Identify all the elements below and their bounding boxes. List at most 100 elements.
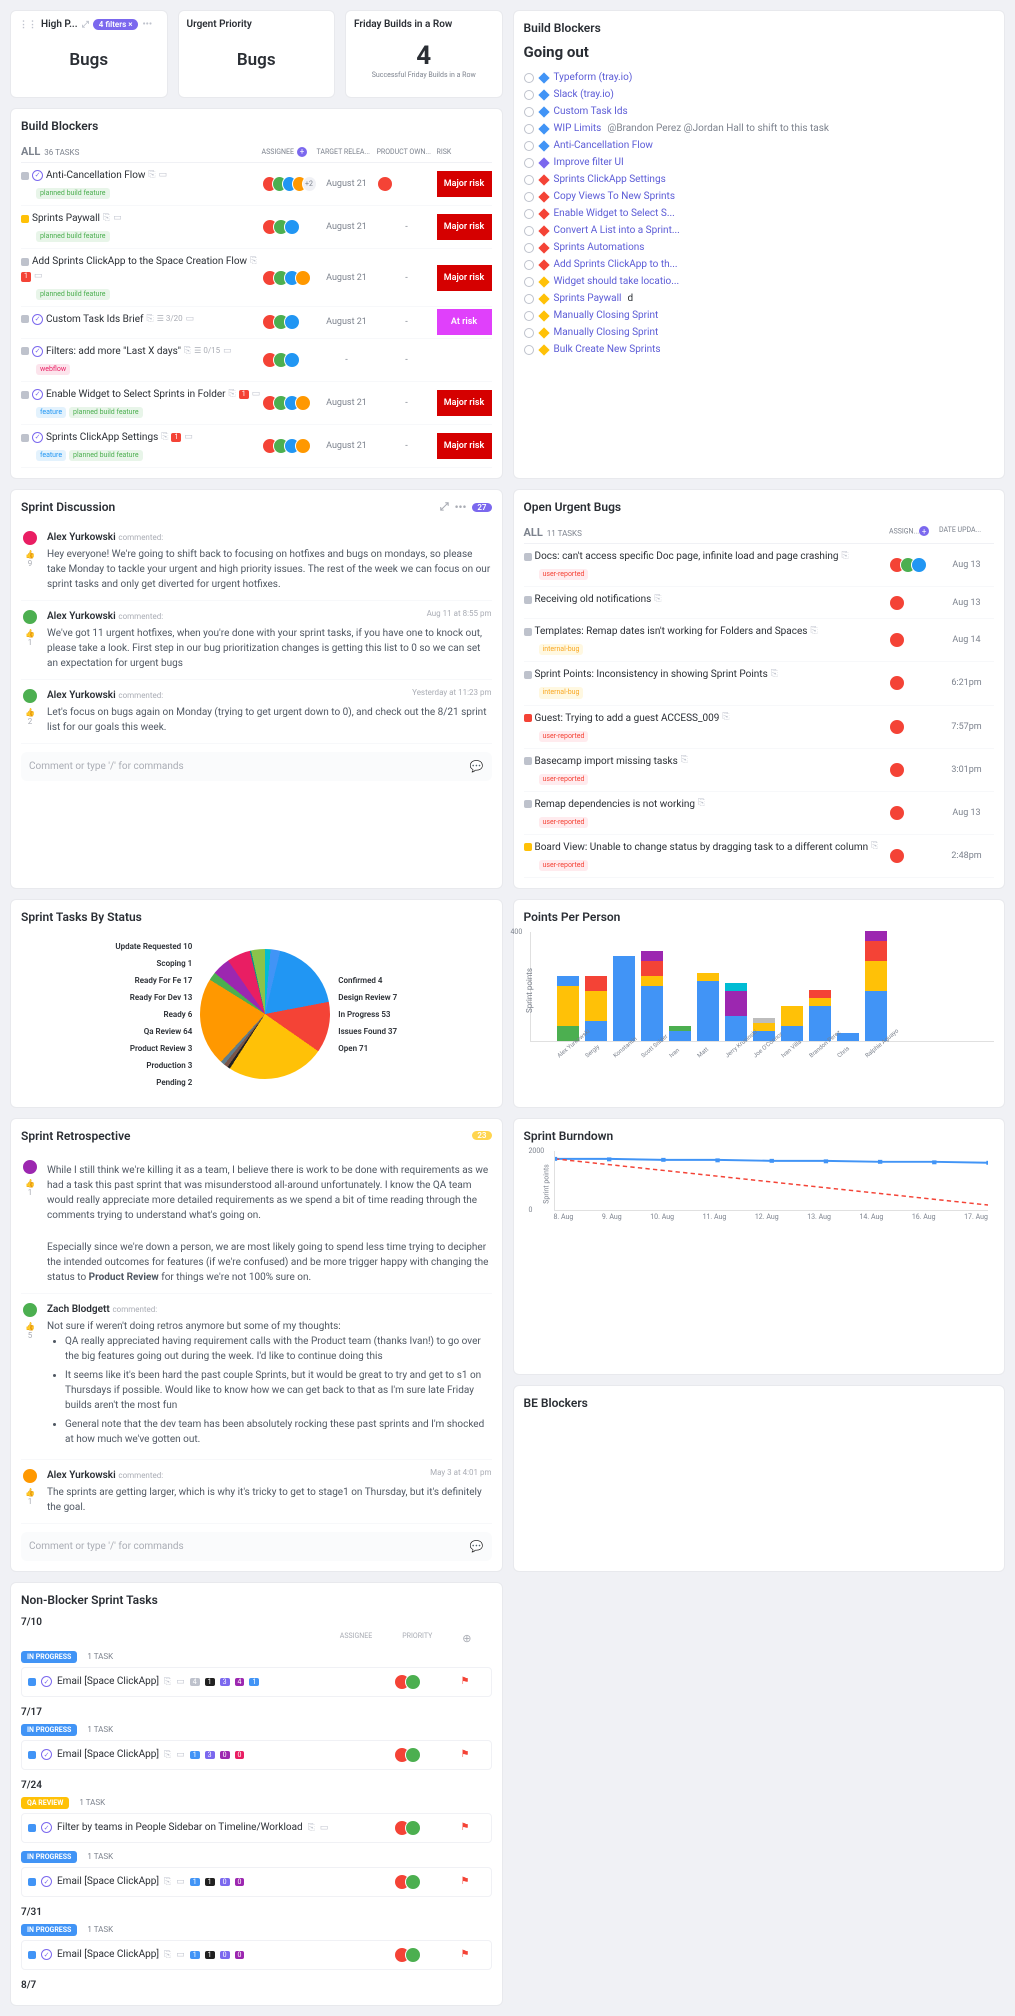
- avatar[interactable]: [889, 719, 905, 735]
- checklist-item[interactable]: Anti-Cancellation Flow: [524, 137, 995, 154]
- status-icon[interactable]: [28, 1878, 36, 1886]
- link-icon[interactable]: ⎘: [148, 170, 155, 182]
- checklist-item[interactable]: Typeform (tray.io): [524, 69, 995, 86]
- checklist-item[interactable]: Custom Task Ids: [524, 103, 995, 120]
- status-icon[interactable]: [524, 596, 532, 604]
- bar-column[interactable]: [865, 931, 887, 1041]
- avatar[interactable]: [284, 219, 300, 235]
- item-text[interactable]: Manually Closing Sprint: [554, 327, 659, 338]
- check-icon[interactable]: ✓: [32, 314, 43, 325]
- check-icon[interactable]: ✓: [41, 1949, 52, 1960]
- priority-flag-icon[interactable]: ⚑: [461, 1949, 470, 1960]
- task-row[interactable]: ✓Enable Widget to Select Sprints in Fold…: [21, 382, 492, 425]
- sprint-task-row[interactable]: ✓ Filter by teams in People Sidebar on T…: [21, 1813, 492, 1843]
- avatar[interactable]: [295, 438, 311, 454]
- widget-high-priority[interactable]: ⋮⋮ High P... ⤢ 4 filters × ••• Bugs: [10, 10, 168, 98]
- expand-icon[interactable]: ⤢: [82, 20, 89, 30]
- assignees-cell[interactable]: [889, 675, 939, 691]
- link-icon[interactable]: ⎘: [842, 551, 849, 563]
- link-icon[interactable]: ⎘: [229, 389, 236, 401]
- avatar[interactable]: [22, 609, 38, 625]
- comment-author[interactable]: Alex Yurkowski: [47, 532, 116, 543]
- assignees-cell[interactable]: [889, 762, 939, 778]
- avatar-more[interactable]: +2: [302, 176, 317, 192]
- avatar[interactable]: [405, 1947, 421, 1963]
- item-text[interactable]: Enable Widget to Select S...: [554, 208, 675, 219]
- assignees-cell[interactable]: [262, 219, 317, 235]
- avatar[interactable]: [405, 1874, 421, 1890]
- checklist-item[interactable]: Enable Widget to Select S...: [524, 205, 995, 222]
- avatar[interactable]: [22, 1159, 38, 1175]
- checklist-item[interactable]: Slack (tray.io): [524, 86, 995, 103]
- link-icon[interactable]: ⎘: [654, 594, 661, 606]
- status-icon[interactable]: [28, 1678, 36, 1686]
- priority-flag-icon[interactable]: ⚑: [461, 1676, 470, 1687]
- assignees-cell[interactable]: [262, 270, 317, 286]
- bug-row[interactable]: Board View: Unable to change status by d…: [524, 835, 995, 878]
- link-icon[interactable]: ⎘: [722, 712, 729, 724]
- like-icon[interactable]: 👍: [25, 550, 35, 559]
- link-icon[interactable]: ⎘: [147, 314, 154, 326]
- status-icon[interactable]: [28, 1824, 36, 1832]
- avatar[interactable]: [377, 176, 393, 192]
- checkbox-icon[interactable]: [524, 175, 534, 185]
- all-label[interactable]: ALL: [21, 145, 40, 158]
- status-icon[interactable]: [28, 1751, 36, 1759]
- status-icon[interactable]: [28, 1951, 36, 1959]
- status-group-header[interactable]: IN PROGRESS1 TASK: [21, 1851, 492, 1863]
- status-icon[interactable]: [21, 258, 29, 266]
- checklist-item[interactable]: Bulk Create New Sprints: [524, 341, 995, 358]
- checklist-item[interactable]: Sprints Automations: [524, 239, 995, 256]
- item-text[interactable]: Typeform (tray.io): [554, 72, 633, 83]
- item-text[interactable]: Copy Views To New Sprints: [554, 191, 675, 202]
- bar-column[interactable]: [725, 983, 747, 1041]
- comment-input[interactable]: Comment or type '/' for commands 💬: [21, 752, 492, 781]
- bar-column[interactable]: [809, 990, 831, 1041]
- status-group-header[interactable]: IN PROGRESS1 TASK: [21, 1724, 492, 1736]
- checklist-item[interactable]: Manually Closing Sprint: [524, 324, 995, 341]
- filter-chip[interactable]: 4 filters ×: [93, 19, 139, 30]
- link-icon[interactable]: ⎘: [681, 755, 688, 767]
- avatar[interactable]: [889, 675, 905, 691]
- status-icon[interactable]: [524, 714, 532, 722]
- status-group-header[interactable]: IN PROGRESS1 TASK: [21, 1651, 492, 1663]
- link-icon[interactable]: ⎘: [161, 432, 168, 444]
- status-group-header[interactable]: QA REVIEW1 TASK: [21, 1797, 492, 1809]
- status-group-header[interactable]: IN PROGRESS1 TASK: [21, 1924, 492, 1936]
- status-icon[interactable]: [21, 172, 29, 180]
- add-icon[interactable]: +: [919, 526, 929, 536]
- priority-flag-icon[interactable]: ⚑: [461, 1876, 470, 1887]
- link-icon[interactable]: ⎘: [810, 626, 817, 638]
- assignees-cell[interactable]: [889, 848, 939, 864]
- assignees-cell[interactable]: [262, 352, 317, 368]
- comment-author[interactable]: Zach Blodgett: [47, 1304, 110, 1315]
- checkbox-icon[interactable]: [524, 209, 534, 219]
- assignees-cell[interactable]: [262, 314, 317, 330]
- item-text[interactable]: Convert A List into a Sprint...: [554, 225, 680, 236]
- checkbox-icon[interactable]: [524, 124, 534, 134]
- checklist-item[interactable]: Add Sprints ClickApp to th...: [524, 256, 995, 273]
- status-icon[interactable]: [524, 553, 532, 561]
- bar-column[interactable]: [697, 973, 719, 1041]
- item-text[interactable]: Add Sprints ClickApp to th...: [554, 259, 678, 270]
- add-column-icon[interactable]: ⊕: [462, 1632, 471, 1645]
- avatar[interactable]: [405, 1674, 421, 1690]
- bar-column[interactable]: [641, 951, 663, 1041]
- avatar[interactable]: [889, 805, 905, 821]
- check-icon[interactable]: ✓: [32, 389, 43, 400]
- all-label[interactable]: ALL: [524, 526, 543, 539]
- status-icon[interactable]: [524, 800, 532, 808]
- avatar[interactable]: [889, 595, 905, 611]
- checkbox-icon[interactable]: [524, 311, 534, 321]
- checkbox-icon[interactable]: [524, 294, 534, 304]
- avatar[interactable]: [22, 688, 38, 704]
- avatar[interactable]: [22, 1302, 38, 1318]
- checkbox-icon[interactable]: [524, 192, 534, 202]
- checkbox-icon[interactable]: [524, 226, 534, 236]
- task-row[interactable]: ✓Filters: add more "Last X days"⎘☰ 0/15▭…: [21, 339, 492, 382]
- bug-row[interactable]: Templates: Remap dates isn't working for…: [524, 619, 995, 662]
- check-icon[interactable]: ✓: [32, 346, 43, 357]
- send-icon[interactable]: 💬: [470, 760, 484, 773]
- item-text[interactable]: Sprints Automations: [554, 242, 645, 253]
- like-icon[interactable]: 👍: [25, 1488, 35, 1497]
